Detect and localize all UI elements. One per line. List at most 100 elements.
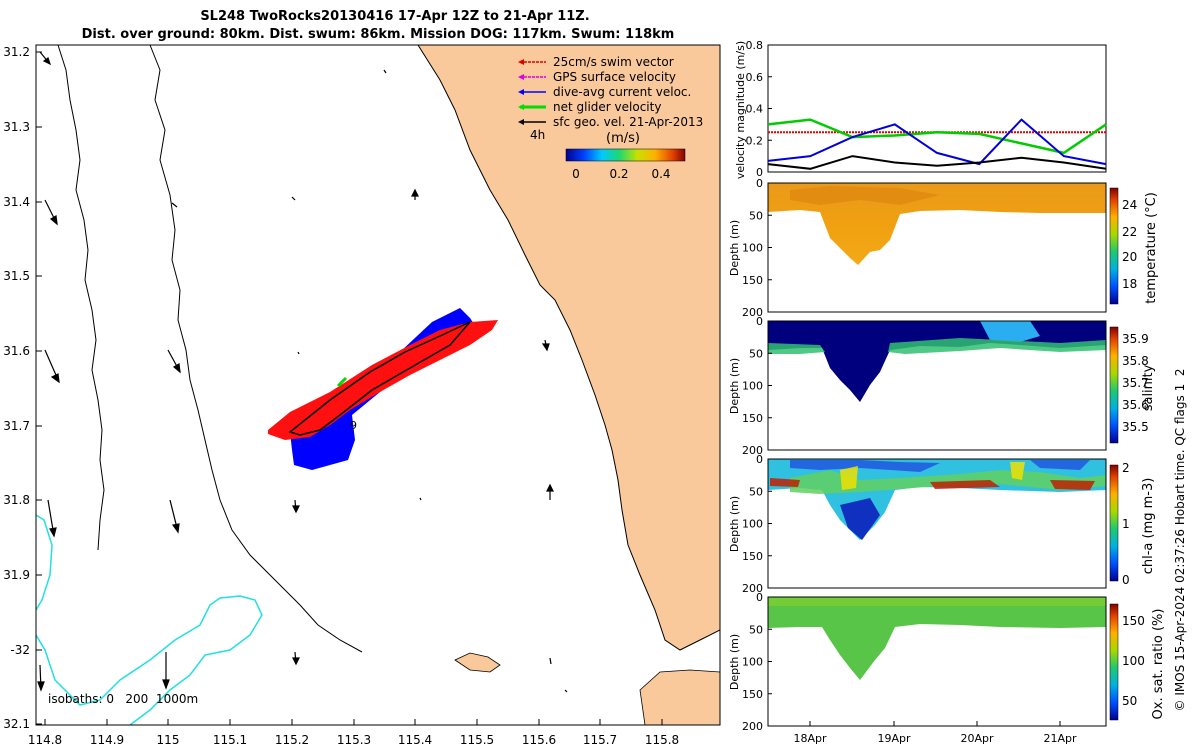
time-tick-label: 19Apr xyxy=(877,732,911,745)
velocity-ytick-label: 0 xyxy=(756,166,763,179)
temperature-tick-2: 20 xyxy=(1122,250,1137,264)
oxygen-panel: 150 100 50 Ox. sat. ratio (%) Depth (m) xyxy=(728,596,1166,727)
speed-colorbar xyxy=(565,148,686,162)
credit-text: © IMOS 15-Apr-2024 02:37:26 Hobart time.… xyxy=(1173,369,1187,712)
depth-tick-label: 150 xyxy=(742,274,763,287)
depth-tick-label: 200 xyxy=(742,582,763,595)
oxygen-surface-band xyxy=(768,597,1106,606)
salinity-label: salinity xyxy=(1141,364,1156,411)
chla-deep-low xyxy=(840,498,880,540)
map-xtick-label: 114.9 xyxy=(90,733,124,747)
map-ytick-label: 31.8 xyxy=(3,493,30,507)
legend-arrowhead xyxy=(518,74,524,80)
depth-tick-label: 200 xyxy=(742,444,763,457)
map-ytick-label: 31.4 xyxy=(3,195,30,209)
depth-tick-label: 100 xyxy=(742,656,763,669)
map-ytick-label: -32 xyxy=(10,643,30,657)
net-velocity xyxy=(336,376,348,388)
map-frame xyxy=(35,44,721,726)
isobath-1000 xyxy=(57,45,105,551)
salinity-ylabel: Depth (m) xyxy=(728,358,741,414)
chla-tick-0: 2 xyxy=(1122,461,1130,475)
velocity-ytick-label: 0.2 xyxy=(746,134,764,147)
depth-tick-label: 50 xyxy=(749,485,763,498)
oxygen-tick-2: 50 xyxy=(1122,694,1137,708)
map-xtick-label: 115.6 xyxy=(522,733,556,747)
depth-tick-label: 200 xyxy=(742,720,763,733)
map-ytick-label: 31.7 xyxy=(3,419,30,433)
velocity-line xyxy=(767,118,1107,155)
colorbar-tick-2: 0.4 xyxy=(651,167,670,181)
map-ytick-label: 31.5 xyxy=(3,269,30,283)
oxygen-tick-0: 150 xyxy=(1122,614,1145,628)
salinity-colorbar xyxy=(1109,326,1119,444)
salinity-tick-4: 35.5 xyxy=(1122,420,1149,434)
temperature-tick-0: 24 xyxy=(1122,198,1137,212)
colorbar-title: (m/s) xyxy=(606,131,640,146)
legend-arrowhead xyxy=(518,59,524,65)
map-xtick-label: 115.3 xyxy=(337,733,371,747)
temperature-panel: 24 22 20 18 temperature (°C) Depth (m) xyxy=(728,182,1159,313)
depth-ticks: 0501001502000501001502000501001502000501… xyxy=(742,177,772,733)
depth-tick-label: 0 xyxy=(756,177,763,190)
depth-tick-label: 0 xyxy=(756,591,763,604)
velocity-ytick-label: 0.4 xyxy=(746,103,764,116)
track-line xyxy=(288,321,471,436)
land-mass xyxy=(418,45,720,650)
time-ticks: 18Apr 19Apr 20Apr 21Apr xyxy=(793,721,1077,745)
salinity-tick-1: 35.8 xyxy=(1122,354,1149,368)
map-xtick-label: 115.8 xyxy=(645,733,679,747)
island xyxy=(454,652,501,673)
temperature-field xyxy=(768,183,1106,265)
depth-tick-label: 50 xyxy=(749,209,763,222)
oxygen-colorbar xyxy=(1109,603,1119,721)
depth-tick-label: 50 xyxy=(749,623,763,636)
salinity-tick-2: 35.7 xyxy=(1122,376,1149,390)
map-xtick-label: 115.5 xyxy=(460,733,494,747)
salinity-panel: 35.9 35.8 35.7 35.6 35.5 salinity Depth … xyxy=(728,320,1156,451)
temperature-tick-1: 22 xyxy=(1122,225,1137,239)
map-panel: 9 114.8 114.9 115 115.1 115.2 115.3 115.4 115.5… xyxy=(3,44,721,747)
hours-label: 4h xyxy=(530,128,545,142)
map-xtick-label: 114.8 xyxy=(28,733,62,747)
depth-tick-label: 150 xyxy=(742,550,763,563)
legend-arrowhead xyxy=(518,104,524,110)
depth-tick-label: 0 xyxy=(756,315,763,328)
temperature-colorbar xyxy=(1109,187,1119,305)
colorbar-tick-1: 0.2 xyxy=(609,167,628,181)
map-ytick-label: 32.1 xyxy=(3,717,30,731)
time-tick-label: 21Apr xyxy=(1043,732,1077,745)
oxygen-tick-1: 100 xyxy=(1122,654,1145,668)
map-xtick-label: 115 xyxy=(157,733,180,747)
salinity-surface-patch xyxy=(980,321,1040,342)
depth-tick-label: 0 xyxy=(756,453,763,466)
depth-tick-label: 150 xyxy=(742,412,763,425)
map-xtick-label: 115.4 xyxy=(398,733,432,747)
map-xtick-label: 115.7 xyxy=(583,733,617,747)
coastline xyxy=(417,45,720,651)
chla-ylabel: Depth (m) xyxy=(728,496,741,552)
chla-surface-low xyxy=(790,460,1090,472)
salinity-bottom-band xyxy=(768,338,1106,354)
temperature-ylabel: Depth (m) xyxy=(728,220,741,276)
geostrophic-arrows xyxy=(37,51,568,693)
velocity-ylabel: velocity magnitude (m/s) xyxy=(734,41,747,179)
salinity-tick-3: 35.6 xyxy=(1122,398,1149,412)
depth-tick-label: 100 xyxy=(742,380,763,393)
velocity-y-ticks: 0 0.2 0.4 0.6 0.8 xyxy=(746,39,772,179)
temperature-warm-patch xyxy=(790,186,940,205)
depth-tick-label: 50 xyxy=(749,347,763,360)
time-tick-label: 18Apr xyxy=(793,732,827,745)
isobath-0 xyxy=(36,514,263,725)
chla-label: chl-a (mg m-3) xyxy=(1141,478,1156,575)
legend-label: sfc geo. vel. 21-Apr-2013 xyxy=(553,115,703,129)
chla-panel: 2 1 0 chl-a (mg m-3) Depth (m) xyxy=(728,458,1156,589)
isobath-label: isobaths: 0 200 1000m xyxy=(48,692,198,706)
velocity-line xyxy=(767,118,1107,166)
depth-tick-label: 100 xyxy=(742,242,763,255)
map-ytick-label: 31.2 xyxy=(3,45,30,59)
velocity-ytick-label: 0.6 xyxy=(746,71,764,84)
temperature-label: temperature (°C) xyxy=(1144,192,1159,304)
